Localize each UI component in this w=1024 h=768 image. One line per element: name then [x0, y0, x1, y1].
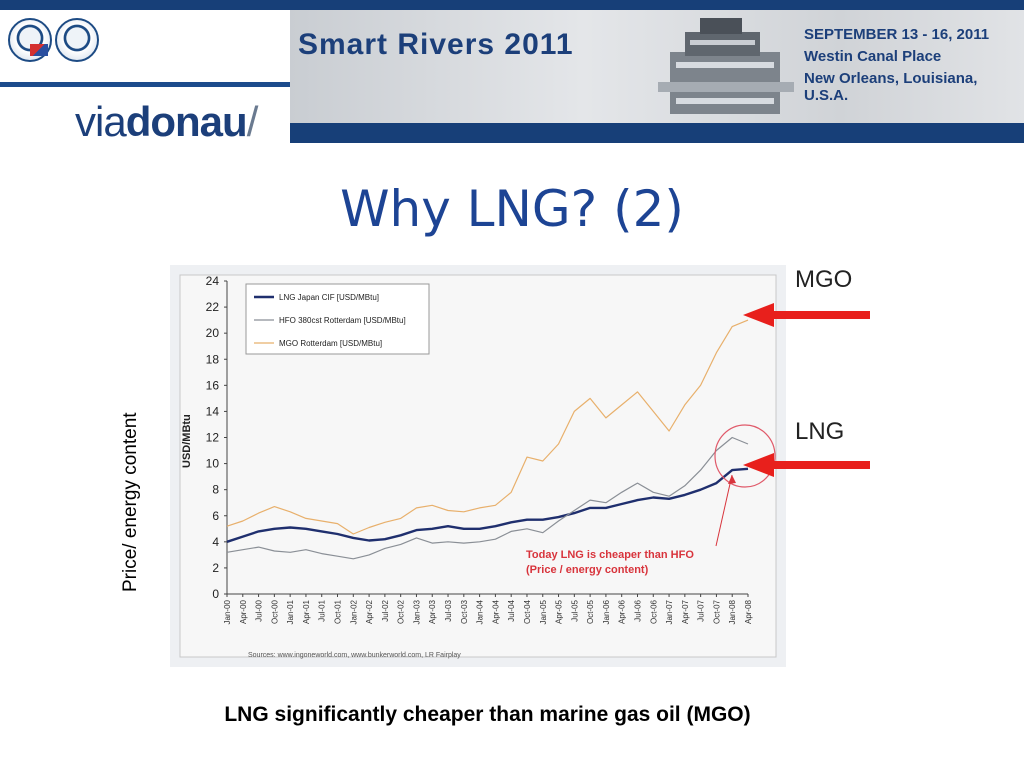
x-tick-label: Jan-07	[665, 599, 674, 624]
legend-label: MGO Rotterdam [USD/MBtu]	[279, 339, 382, 348]
x-tick-label: Jan-05	[539, 599, 548, 624]
sources-note: Sources: www.ingoneworld.com, www.bunker…	[248, 652, 461, 659]
x-tick-label: Oct-00	[270, 599, 279, 624]
x-tick-label: Apr-05	[555, 599, 564, 624]
slide-title: Why LNG? (2)	[340, 180, 684, 238]
x-tick-label: Jul-04	[507, 599, 516, 621]
lng-callout-label: LNG	[795, 418, 845, 445]
x-tick-label: Oct-02	[397, 599, 406, 624]
x-tick-label: Oct-01	[334, 599, 343, 624]
x-tick-label: Apr-08	[744, 599, 753, 624]
event-venue: Westin Canal Place	[804, 48, 942, 65]
x-tick-label: Jul-05	[570, 599, 579, 621]
x-tick-label: Apr-06	[618, 599, 627, 624]
y-tick-label: 6	[212, 509, 219, 523]
mgo-series-line	[226, 319, 749, 535]
callout-arrows	[743, 303, 870, 477]
x-tick-label: Apr-03	[428, 599, 437, 624]
annotation-arrowhead-icon	[728, 475, 736, 484]
legend-label: LNG Japan CIF [USD/MBtu]	[279, 293, 379, 302]
flag-icon	[30, 44, 48, 56]
y-tick-label: 14	[206, 404, 220, 418]
x-tick-label: Jan-03	[412, 599, 421, 624]
x-tick-label: Jan-08	[728, 599, 737, 624]
legend-box	[245, 283, 430, 355]
header-top-bar	[0, 0, 1024, 10]
y-tick-label: 20	[206, 326, 220, 340]
y-tick-label: 8	[212, 483, 219, 497]
mgo-callout-label: MGO	[795, 266, 853, 293]
y-tick-label: 10	[206, 457, 220, 471]
y-tick-label: 16	[206, 378, 220, 392]
x-tick-label: Oct-05	[586, 599, 595, 624]
y-tick-label: 4	[212, 535, 219, 549]
header-banner: viadonau/ Smart Rivers 2011 SEPTEMBER 13…	[0, 0, 1024, 145]
org-logo-light: via	[75, 98, 127, 145]
x-tick-label: Jan-06	[602, 599, 611, 624]
x-tick-label: Jan-00	[223, 599, 232, 624]
x-tick-label: Apr-04	[491, 599, 500, 624]
annotation-text: Today LNG is cheaper than HFO	[526, 549, 694, 561]
highlight-circle	[714, 424, 776, 488]
org-logo-bold: donau	[125, 98, 248, 145]
x-tick-label: Apr-00	[239, 599, 248, 624]
y-axis-title: USD/MBtu	[181, 414, 193, 468]
x-tick-label: Jul-02	[381, 599, 390, 621]
x-tick-label: Jul-01	[318, 599, 327, 621]
y-tick-label: 22	[206, 300, 220, 314]
org-logo-slash: /	[246, 98, 259, 145]
x-tick-label: Oct-03	[460, 599, 469, 624]
header-conference-panel	[290, 10, 1024, 123]
hfo-series-line	[226, 436, 749, 560]
x-tick-label: Oct-04	[523, 599, 532, 624]
header-bottom-bar	[290, 123, 1024, 143]
annotation-pointer	[715, 474, 733, 547]
x-tick-label: Jul-06	[633, 599, 642, 621]
seal-logo-icon-2	[55, 18, 99, 62]
x-tick-label: Jan-01	[286, 599, 295, 624]
x-tick-label: Oct-07	[712, 599, 721, 624]
side-label: Price/ energy content	[120, 412, 141, 592]
y-tick-label: 2	[212, 561, 219, 575]
lng-arrow-icon	[743, 453, 870, 477]
y-tick-label: 12	[206, 431, 220, 445]
lng-series-line	[226, 467, 749, 543]
x-tick-label: Jul-00	[255, 599, 264, 621]
event-date: SEPTEMBER 13 - 16, 2011	[804, 26, 990, 43]
x-tick-label: Jan-04	[476, 599, 485, 624]
y-tick-label: 18	[206, 352, 220, 366]
org-logo: viadonau/	[75, 98, 259, 146]
y-tick-label: 0	[212, 587, 219, 601]
slide-caption: LNG significantly cheaper than marine ga…	[224, 703, 751, 726]
building-illustration-icon	[658, 18, 794, 114]
conference-title: Smart Rivers 2011	[298, 28, 574, 61]
legend-label: HFO 380cst Rotterdam [USD/MBtu]	[279, 316, 406, 325]
x-tick-label: Apr-01	[302, 599, 311, 624]
mgo-arrow-icon	[743, 303, 870, 327]
x-tick-label: Apr-07	[681, 599, 690, 624]
x-tick-label: Jul-07	[697, 599, 706, 621]
x-tick-label: Apr-02	[365, 599, 374, 624]
x-tick-label: Oct-06	[649, 599, 658, 624]
x-tick-label: Jan-02	[349, 599, 358, 624]
y-tick-label: 24	[206, 274, 220, 288]
x-tick-label: Jul-03	[444, 599, 453, 621]
event-location: New Orleans, Louisiana, U.S.A.	[804, 70, 978, 104]
chart-panel: 0 2 4 6 8 10 12 14 16 18 20 22 24 USD/MBtu Jan-00 Apr-0…	[170, 265, 786, 667]
annotation-text: (Price / energy content)	[526, 564, 649, 576]
